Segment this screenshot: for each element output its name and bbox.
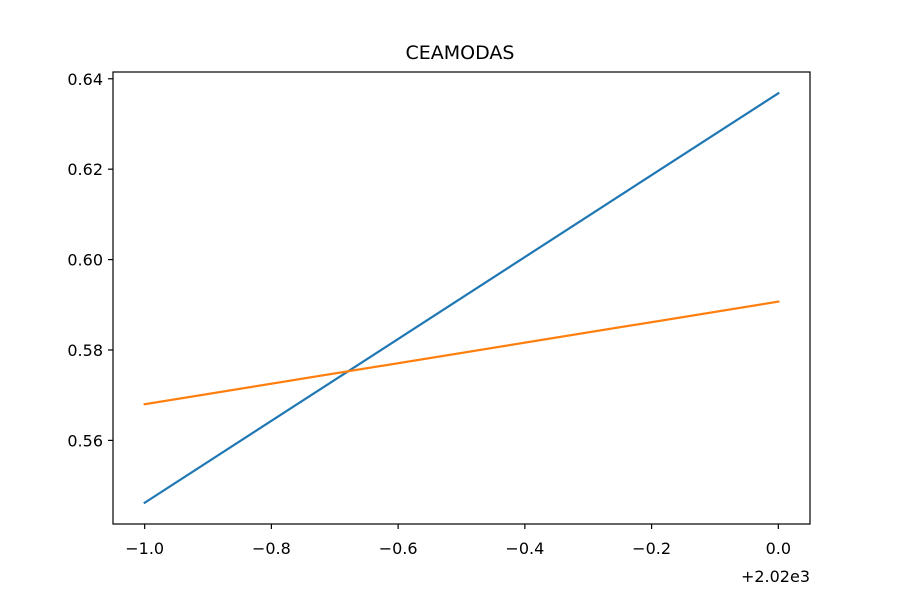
- series-line-1: [143, 91, 780, 505]
- x-tick-label: −0.4: [505, 539, 544, 558]
- x-axis: −1.0 −0.8 −0.6 −0.4 −0.2 0.0: [125, 524, 791, 558]
- y-tick-label: 0.60: [67, 251, 103, 270]
- y-axis: 0.56 0.58 0.60 0.62 0.64: [67, 70, 113, 450]
- y-tick-label: 0.56: [67, 431, 103, 450]
- x-tick-label: 0.0: [766, 539, 791, 558]
- x-tick-label: −1.0: [125, 539, 164, 558]
- x-tick-label: −0.2: [632, 539, 671, 558]
- y-tick-label: 0.64: [67, 70, 103, 89]
- x-offset-label: +2.02e3: [741, 567, 810, 586]
- y-tick-label: 0.58: [67, 341, 103, 360]
- series-line-2: [143, 300, 780, 406]
- y-tick-label: 0.62: [67, 160, 103, 179]
- plot-frame: [112, 71, 811, 525]
- x-tick-label: −0.8: [252, 539, 291, 558]
- x-tick-label: −0.6: [379, 539, 418, 558]
- chart-title: CEAMODAS: [406, 42, 515, 64]
- series-layer: [143, 91, 780, 505]
